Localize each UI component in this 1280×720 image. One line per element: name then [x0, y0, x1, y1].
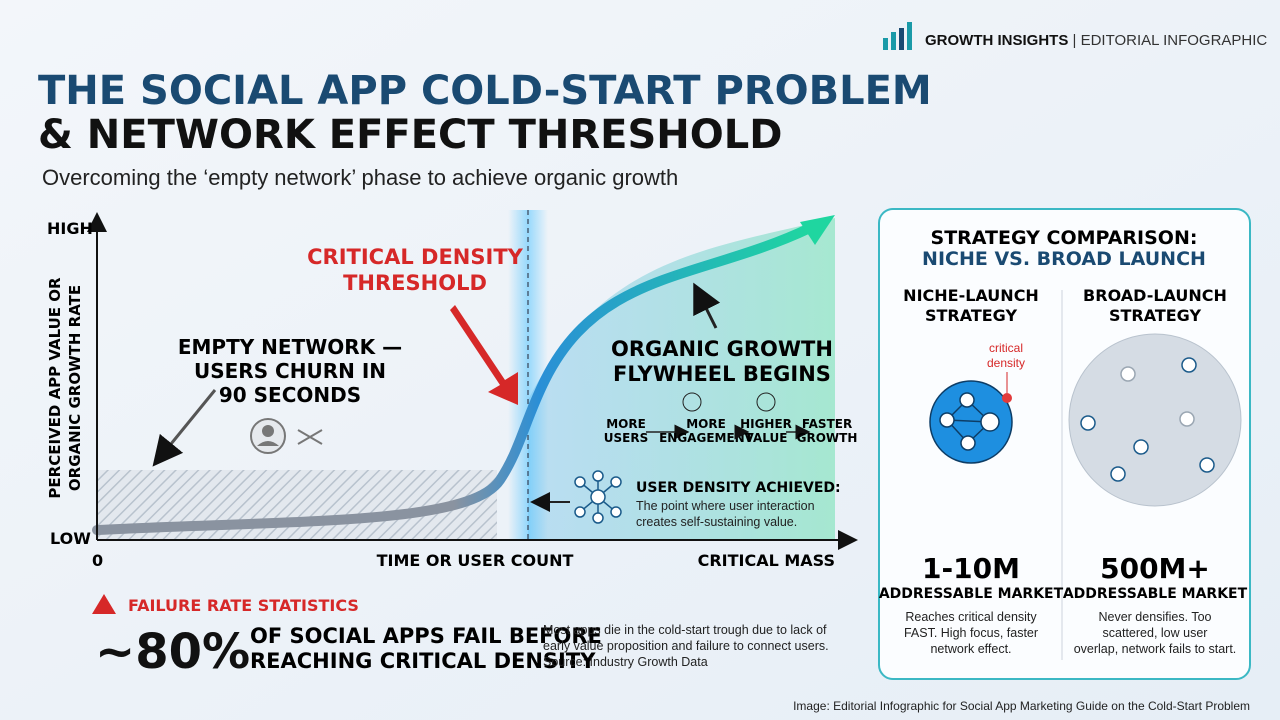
failure-heading: FAILURE RATE STATISTICS	[128, 596, 359, 615]
x-origin: 0	[92, 551, 103, 570]
market-size: 1-10M	[922, 552, 1020, 585]
warning-icon	[92, 594, 116, 614]
density-text: creates self-sustaining value.	[636, 515, 797, 529]
y-axis-label: PERCEIVED APP VALUE OR ORGANIC GROWTH RA…	[46, 277, 84, 499]
flywheel-step: USERS	[604, 431, 648, 445]
growth-curve	[92, 223, 815, 535]
failure-note: early value proposition and failure to c…	[543, 639, 829, 653]
flywheel-step: MORE	[686, 417, 726, 431]
user-icon	[250, 418, 323, 454]
comparison-subtitle: NICHE VS. BROAD LAUNCH	[922, 248, 1206, 270]
niche-network	[929, 380, 1013, 464]
flywheel-step: FASTER	[802, 417, 852, 431]
comparison-panel	[878, 208, 1251, 680]
title: & NETWORK EFFECT THRESHOLD	[38, 112, 782, 158]
threshold-arrow	[450, 305, 518, 405]
organic-label: FLYWHEEL BEGINS	[613, 362, 831, 386]
empty-network-label: 90 SECONDS	[219, 383, 361, 407]
subtitle: Overcoming the ‘empty network’ phase to …	[42, 165, 678, 190]
organic-label: ORGANIC GROWTH	[611, 337, 833, 361]
flywheel-step: GROWTH	[797, 431, 858, 445]
column-desc: Never densifies. Too	[1098, 610, 1211, 624]
organic-arrow	[693, 282, 721, 329]
failure-stat-text: REACHING CRITICAL DENSITY	[250, 649, 596, 673]
failure-note: Most apps die in the cold-start trough d…	[543, 623, 827, 637]
flywheel-icon	[756, 392, 776, 412]
comparison-title: STRATEGY COMPARISON:	[931, 227, 1198, 249]
empty-network-label: EMPTY NETWORK —	[178, 335, 402, 359]
density-marker: density	[987, 356, 1025, 370]
curve-arrowhead	[800, 215, 835, 245]
logo	[883, 22, 912, 50]
column-heading: BROAD-LAUNCH	[1083, 286, 1227, 305]
failure-stat-text: OF SOCIAL APPS FAIL BEFORE	[250, 624, 602, 648]
threshold-label: THRESHOLD	[343, 271, 487, 295]
broad-network	[1068, 333, 1242, 507]
empty-network-label: USERS CHURN IN	[194, 359, 386, 383]
column-heading: NICHE-LAUNCH	[903, 286, 1039, 305]
density-text: The point where user interaction	[636, 499, 815, 513]
flywheel-icon	[682, 392, 702, 412]
x-axis-label: TIME OR USER COUNT	[377, 551, 574, 570]
density-marker: critical	[989, 341, 1023, 355]
title: THE SOCIAL APP COLD-START PROBLEM	[38, 68, 932, 114]
footer-caption: Image: Editorial Infographic for Social …	[793, 699, 1250, 713]
column-desc: Reaches critical density	[905, 610, 1037, 624]
flywheel-step: HIGHER	[740, 417, 792, 431]
density-title: USER DENSITY ACHIEVED:	[636, 480, 841, 496]
flywheel-step: VALUE	[745, 431, 788, 445]
market-label: ADDRESSABLE MARKET	[879, 586, 1064, 602]
y-high: HIGH	[47, 219, 93, 238]
column-desc: overlap, network fails to start.	[1074, 642, 1237, 656]
pointer-arrow	[152, 389, 217, 467]
market-size: 500M+	[1100, 552, 1210, 585]
flywheel-step: ENGAGEMENT	[659, 431, 754, 445]
market-label: ADDRESSABLE MARKET	[1063, 586, 1248, 602]
column-desc: network effect.	[930, 642, 1011, 656]
flywheel-step: MORE	[606, 417, 646, 431]
column-heading: STRATEGY	[925, 306, 1018, 325]
threshold-label: CRITICAL DENSITY	[307, 245, 524, 269]
x-end-label: CRITICAL MASS	[698, 551, 835, 570]
column-desc: FAST. High focus, faster	[904, 626, 1038, 640]
flywheel: MOREUSERSMOREENGAGEMENTHIGHERVALUEFASTER…	[604, 392, 858, 445]
growth-area	[528, 218, 835, 540]
failure-note: Source: Industry Growth Data	[543, 655, 708, 669]
brand: GROWTH INSIGHTS | EDITORIAL INFOGRAPHIC	[925, 32, 1267, 49]
network-icon	[574, 470, 622, 524]
column-desc: scattered, low user	[1103, 626, 1208, 640]
y-axis-label-line: ORGANIC GROWTH RATE	[66, 285, 84, 491]
y-low: LOW	[50, 529, 91, 548]
column-heading: STRATEGY	[1109, 306, 1202, 325]
y-axis-label-line: PERCEIVED APP VALUE OR	[46, 277, 64, 499]
failure-stat: ~80%	[95, 624, 250, 680]
